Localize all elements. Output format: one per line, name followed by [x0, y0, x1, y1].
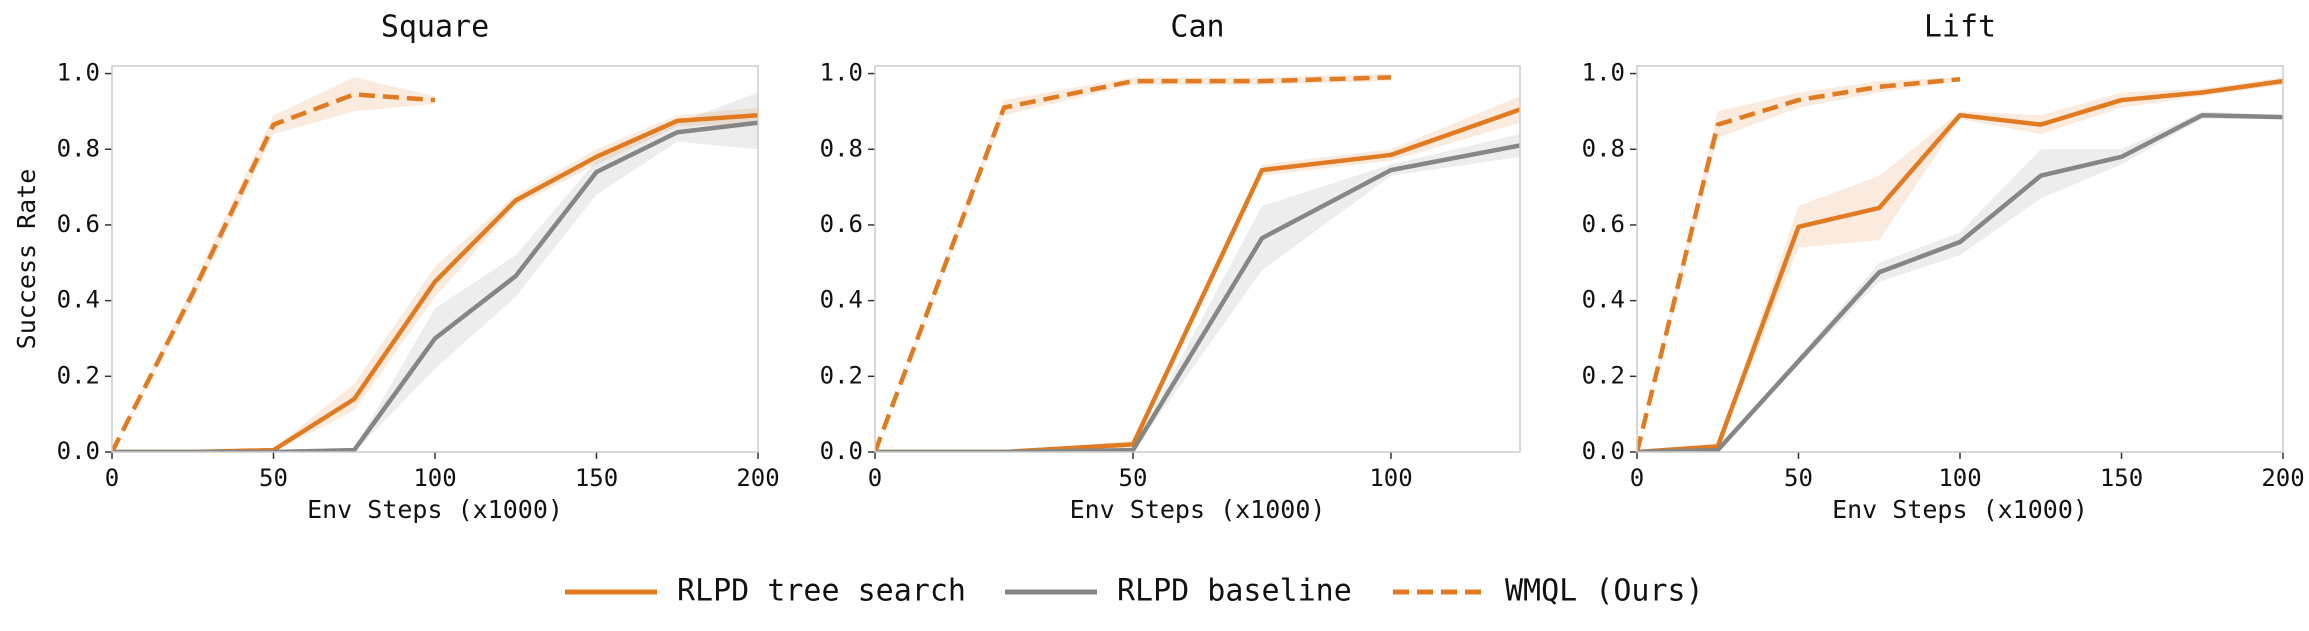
- y-tick-label: 0.8: [1582, 134, 1625, 162]
- y-tick-label: 0.6: [1582, 210, 1625, 238]
- series-line: [112, 92, 436, 452]
- confidence-band: [875, 134, 1520, 452]
- x-tick-label: 50: [1119, 464, 1148, 492]
- x-axis-label: Env Steps (x1000): [307, 495, 563, 524]
- series-line: [1637, 112, 2283, 452]
- axes-frame: [874, 65, 1521, 453]
- chart-title: Can: [1170, 10, 1224, 45]
- confidence-band: [112, 92, 758, 452]
- x-tick-label: 0: [105, 464, 119, 492]
- y-tick-label: 0.2: [57, 361, 100, 389]
- legend-label: RLPD tree search: [677, 574, 966, 609]
- confidence-band: [875, 73, 1391, 452]
- y-tick-label: 0.4: [57, 286, 100, 314]
- plot-area: [1637, 77, 2283, 452]
- x-axis-label: Env Steps (x1000): [1832, 495, 2088, 524]
- x-tick-label: 100: [1369, 464, 1412, 492]
- y-tick-label: 0.8: [57, 134, 100, 162]
- plot-area: [875, 73, 1520, 452]
- y-tick-label: 0.2: [820, 361, 863, 389]
- y-tick-label: 0.4: [820, 286, 863, 314]
- legend-label: WMQL (Ours): [1505, 574, 1704, 609]
- x-tick-label: 200: [2261, 464, 2304, 492]
- x-tick-label: 150: [2100, 464, 2143, 492]
- y-tick-label: 0.0: [57, 437, 100, 465]
- confidence-band: [875, 96, 1520, 452]
- y-tick-label: 0.2: [1582, 361, 1625, 389]
- x-tick-label: 100: [1938, 464, 1981, 492]
- series-line: [112, 120, 758, 452]
- x-tick-label: 0: [1630, 464, 1644, 492]
- y-tick-label: 0.0: [1582, 437, 1625, 465]
- confidence-band: [1637, 77, 2283, 452]
- axes-frame: [1636, 65, 2284, 453]
- y-tick-label: 0.6: [57, 210, 100, 238]
- series-line: [1637, 77, 1961, 452]
- y-tick-label: 1.0: [820, 59, 863, 87]
- x-tick-label: 150: [575, 464, 618, 492]
- series-line: [875, 107, 1520, 452]
- legend-label: RLPD baseline: [1117, 574, 1352, 609]
- x-tick-label: 50: [259, 464, 288, 492]
- series-line: [112, 112, 758, 452]
- plot-area: [112, 77, 758, 452]
- chart-title: Square: [381, 10, 489, 45]
- axes-frame: [111, 65, 759, 453]
- x-tick-label: 0: [868, 464, 882, 492]
- chart-title: Lift: [1924, 10, 1996, 45]
- x-tick-label: 50: [1784, 464, 1813, 492]
- x-tick-label: 100: [413, 464, 456, 492]
- y-tick-label: 0.4: [1582, 286, 1625, 314]
- y-tick-label: 1.0: [1582, 59, 1625, 87]
- series-line: [875, 143, 1520, 452]
- x-axis-label: Env Steps (x1000): [1070, 495, 1326, 524]
- y-tick-label: 0.8: [820, 134, 863, 162]
- series-line: [1637, 78, 2283, 452]
- y-tick-label: 0.0: [820, 437, 863, 465]
- x-tick-label: 200: [736, 464, 779, 492]
- series-line: [875, 75, 1392, 452]
- y-tick-label: 1.0: [57, 59, 100, 87]
- y-tick-label: 0.6: [820, 210, 863, 238]
- y-axis-label: Success Rate: [12, 169, 41, 350]
